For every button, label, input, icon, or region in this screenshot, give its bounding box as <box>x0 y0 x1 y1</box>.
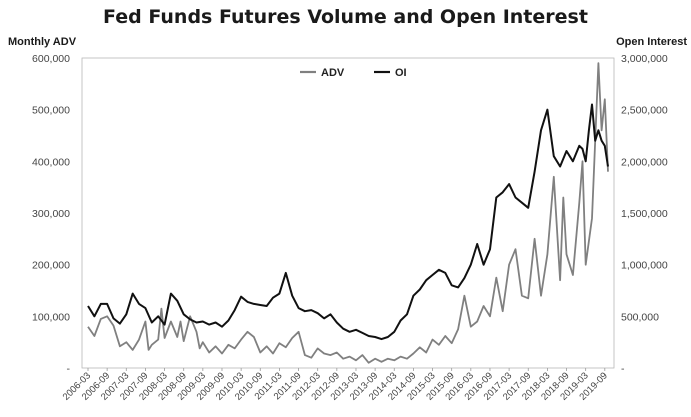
y-tick-right-label: - <box>621 363 625 375</box>
y-tick-right-label: 3,000,000 <box>621 53 668 65</box>
y-tick-left-label: 600,000 <box>32 53 70 65</box>
legend-label-adv: ADV <box>321 67 345 79</box>
y-tick-right-label: 1,000,000 <box>621 260 668 272</box>
y-tick-left-label: - <box>67 363 71 375</box>
y-tick-left-label: 500,000 <box>32 105 70 117</box>
legend: ADV OI <box>300 67 407 79</box>
x-axis-ticks: 2006-032006-092007-032007-092008-032008-… <box>61 368 610 403</box>
y-tick-right-label: 2,500,000 <box>621 105 668 117</box>
y-axis-right-label: Open Interest <box>616 36 687 48</box>
legend-label-oi: OI <box>395 67 407 79</box>
chart-title: Fed Funds Futures Volume and Open Intere… <box>103 6 588 28</box>
series-lines <box>87 62 609 364</box>
y-tick-left-label: 300,000 <box>32 208 70 220</box>
plot-frame <box>81 57 615 369</box>
y-tick-left-label: 100,000 <box>32 311 70 323</box>
y-tick-right-label: 2,000,000 <box>621 156 668 168</box>
y-tick-right-label: 500,000 <box>621 311 659 323</box>
series-line-oi <box>87 103 609 341</box>
y-tick-left-label: 400,000 <box>32 156 70 168</box>
series-line-adv <box>87 62 609 364</box>
y-axis-left-label: Monthly ADV <box>8 36 77 48</box>
y-tick-left-label: 200,000 <box>32 260 70 272</box>
y-axis-left-ticks: - 100,000 200,000 300,000 400,000 500,000 600,… <box>32 53 70 375</box>
y-axis-right-ticks: - 500,000 1,000,000 1,500,000 2,000,000 2,500… <box>621 53 668 375</box>
y-tick-right-label: 1,500,000 <box>621 208 668 220</box>
